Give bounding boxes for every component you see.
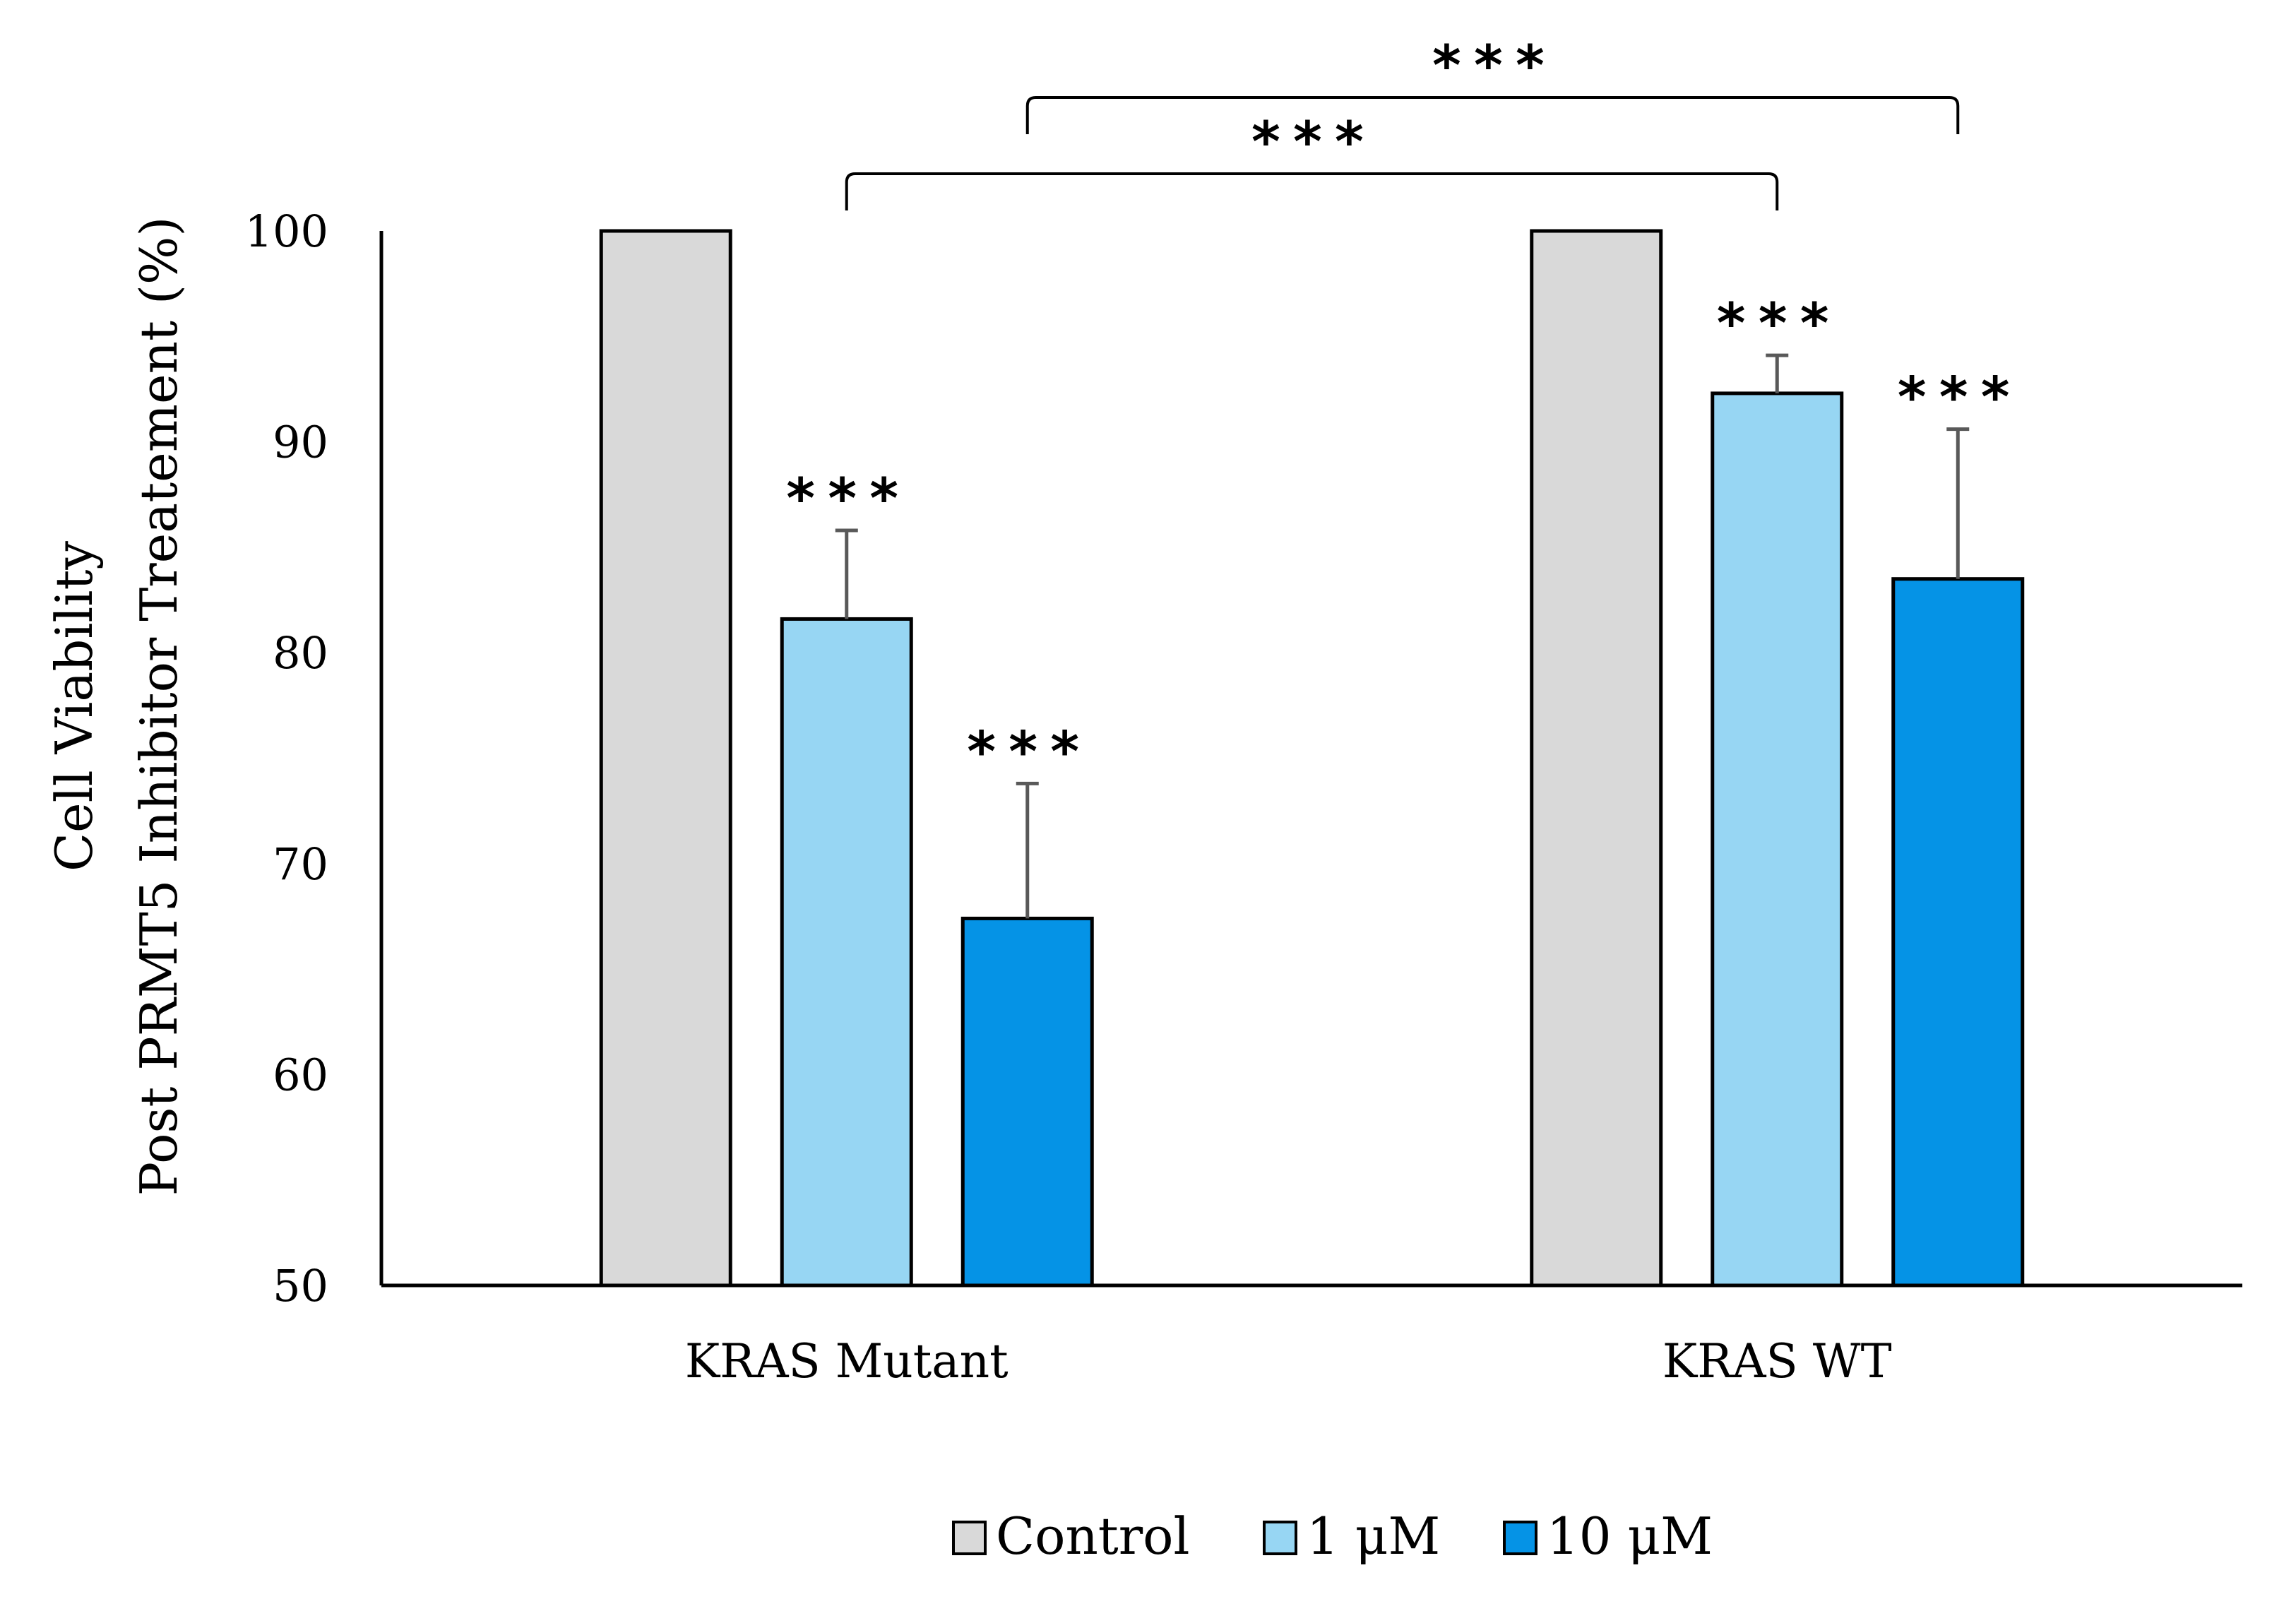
y-tick-label: 50 [273, 1260, 328, 1312]
legend-label: 1 μM [1307, 1506, 1440, 1566]
significance-mark: *** [784, 468, 909, 531]
comparison-bracket [845, 172, 1779, 210]
legend-swatch [952, 1521, 987, 1555]
y-axis-title-line-2: Post PRMT5 Inhibitor Treatement (%) [129, 217, 189, 1196]
y-axis-title-line-1: Cell Viability [44, 541, 104, 872]
comparison-bracket [1025, 96, 1960, 134]
bar [960, 916, 1094, 1288]
significance-marks: *** *** *** *** [784, 292, 2021, 784]
y-axis-ticks: 50 60 70 80 90 100 [245, 206, 328, 1312]
legend-swatch [1263, 1521, 1297, 1555]
bars [599, 229, 2025, 1288]
comparison-bracket-label: *** [1249, 111, 1374, 174]
y-tick-label: 80 [273, 627, 328, 679]
y-tick-label: 100 [245, 206, 328, 257]
x-category-label: KRAS Mutant [685, 1334, 1009, 1389]
category-labels: KRAS Mutant KRAS WT [685, 1334, 1892, 1389]
bar [1530, 229, 1663, 1288]
y-tick-label: 60 [273, 1049, 328, 1100]
significance-mark: *** [1715, 292, 1840, 356]
bar [1711, 391, 1844, 1288]
comparison-bracket-label: *** [1430, 35, 1555, 98]
legend-label: Control [996, 1506, 1190, 1566]
legend: Control 1 μM 10 μM [952, 1506, 1713, 1566]
legend-swatch [1503, 1521, 1537, 1555]
y-tick-label: 90 [273, 417, 328, 468]
significance-mark: *** [965, 720, 1090, 784]
error-bars [835, 353, 1970, 919]
bar [599, 229, 732, 1288]
y-axis-title: Cell Viability Post PRMT5 Inhibitor Trea… [44, 217, 189, 1196]
bar [780, 617, 913, 1288]
comparison-brackets: *** *** [845, 35, 1960, 210]
bar [1891, 577, 2025, 1288]
legend-label: 10 μM [1547, 1506, 1713, 1566]
y-tick-label: 70 [273, 838, 328, 890]
significance-mark: *** [1896, 367, 2021, 430]
x-category-label: KRAS WT [1662, 1334, 1892, 1389]
